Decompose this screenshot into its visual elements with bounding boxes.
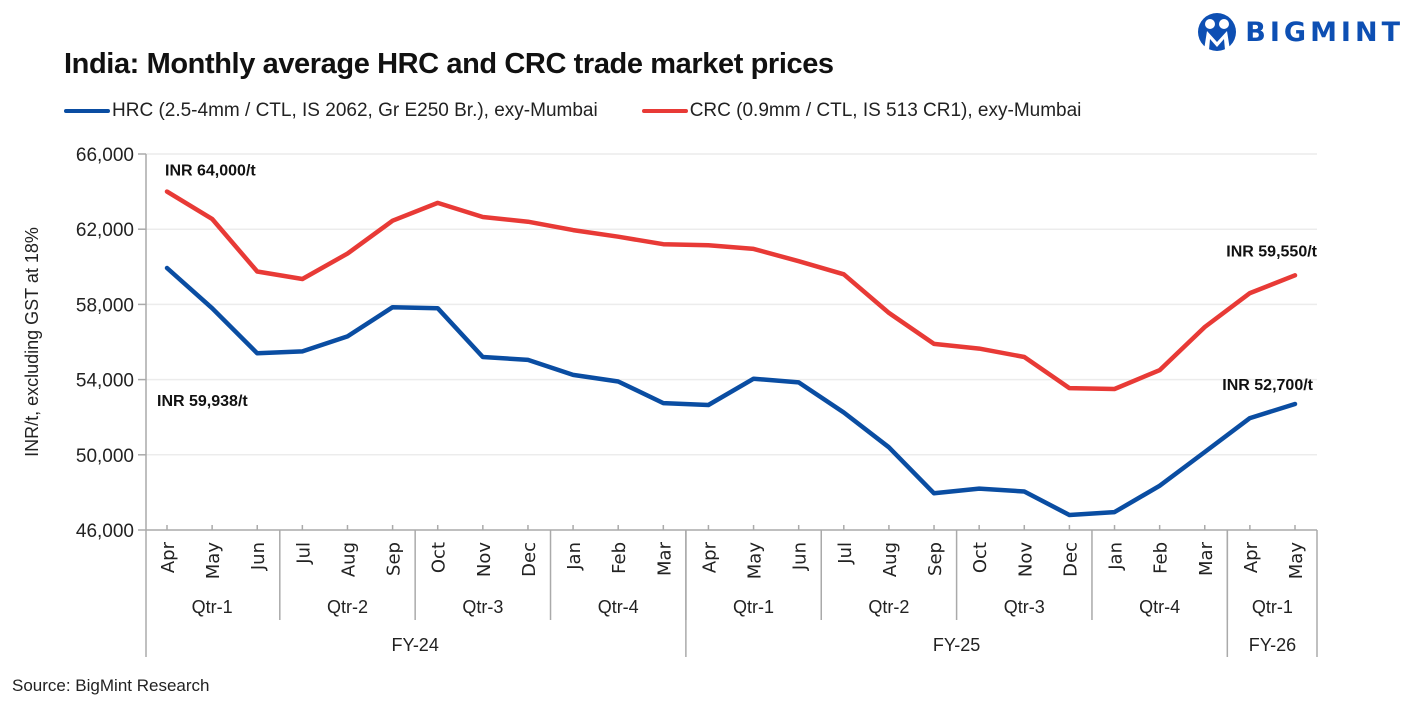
brand-logo: BIGMINT: [1197, 12, 1404, 52]
x-group-label-fiscal-year: FY-26: [1249, 635, 1296, 655]
bigmint-logo-icon: [1198, 13, 1237, 51]
data-label: INR 59,550/t: [1226, 243, 1317, 260]
x-tick-label-month: Aug: [880, 542, 901, 577]
x-tick-label-month: May: [203, 542, 224, 580]
series-line-hrc: [164, 265, 1298, 518]
x-tick-label-month: Feb: [609, 542, 630, 574]
series-line-crc: [164, 189, 1298, 392]
x-tick-label-month: Nov: [474, 542, 495, 577]
x-tick-label-month: Sep: [925, 542, 946, 576]
legend-label-crc: CRC (0.9mm / CTL, IS 513 CR1), exy-Mumba…: [689, 100, 1082, 121]
x-tick-label-month: Apr: [158, 541, 179, 573]
y-tick-label: 54,000: [76, 371, 134, 392]
x-tick-label-month: Mar: [654, 541, 675, 576]
legend-item-crc: CRC (0.9mm / CTL, IS 513 CR1), exy-Mumba…: [641, 100, 1082, 122]
x-tick-label-month: Jun: [790, 542, 811, 571]
x-group-label-quarter: Qtr-3: [462, 597, 503, 617]
x-tick-label-month: Mar: [1196, 541, 1217, 576]
x-tick-label-month: Dec: [519, 542, 540, 577]
x-tick-label-month: Jan: [1106, 542, 1127, 571]
x-group-label-quarter: Qtr-1: [1252, 597, 1293, 617]
legend-label-hrc: HRC (2.5-4mm / CTL, IS 2062, Gr E250 Br.…: [112, 100, 598, 121]
x-group-label-quarter: Qtr-3: [1004, 597, 1045, 617]
x-group-label-quarter: Qtr-4: [598, 597, 639, 617]
y-tick-label: 46,000: [76, 521, 134, 542]
source-note: Source: BigMint Research: [12, 676, 210, 695]
x-tick-label-month: Oct: [970, 542, 991, 573]
x-group-label-fiscal-year: FY-25: [933, 635, 980, 655]
x-tick-label-month: Oct: [429, 542, 450, 573]
y-tick-label: 58,000: [76, 295, 134, 316]
x-tick-label-month: Sep: [384, 542, 405, 576]
x-tick-label-month: Feb: [1151, 542, 1172, 574]
data-label: INR 64,000/t: [165, 163, 256, 180]
x-tick-label-month: Apr: [1241, 541, 1262, 573]
legend-swatch-hrc: [64, 109, 110, 113]
x-tick-label-month: Jul: [293, 542, 314, 565]
y-tick-label: 66,000: [76, 145, 134, 166]
x-tick-label-month: Jan: [564, 542, 585, 571]
x-group-label-quarter: Qtr-1: [733, 597, 774, 617]
x-tick-label-month: May: [1286, 542, 1307, 580]
data-label: INR 52,700/t: [1222, 377, 1313, 394]
data-label: INR 59,938/t: [157, 393, 248, 410]
brand-name: BIGMINT: [1245, 16, 1404, 48]
x-group-label-fiscal-year: FY-24: [391, 635, 438, 655]
x-group-label-quarter: Qtr-2: [868, 597, 909, 617]
x-tick-label-month: Jun: [248, 542, 269, 571]
x-tick-label-month: Aug: [338, 542, 359, 577]
x-tick-label-month: Nov: [1015, 542, 1036, 577]
legend-item-hrc: HRC (2.5-4mm / CTL, IS 2062, Gr E250 Br.…: [64, 100, 598, 122]
x-tick-label-month: May: [745, 542, 766, 580]
y-tick-label: 50,000: [76, 446, 134, 467]
x-tick-label-month: Jul: [835, 542, 856, 565]
x-group-label-quarter: Qtr-4: [1139, 597, 1180, 617]
y-tick-label: 62,000: [76, 220, 134, 241]
legend-swatch-crc: [641, 109, 688, 113]
x-tick-label-month: Dec: [1060, 542, 1081, 577]
x-group-label-quarter: Qtr-1: [192, 597, 233, 617]
y-axis-title: INR/t, excluding GST at 18%: [22, 227, 42, 457]
chart-legend: HRC (2.5-4mm / CTL, IS 2062, Gr E250 Br.…: [64, 100, 1125, 122]
x-group-label-quarter: Qtr-2: [327, 597, 368, 617]
chart-title: India: Monthly average HRC and CRC trade…: [64, 48, 834, 80]
x-tick-label-month: Apr: [699, 541, 720, 573]
